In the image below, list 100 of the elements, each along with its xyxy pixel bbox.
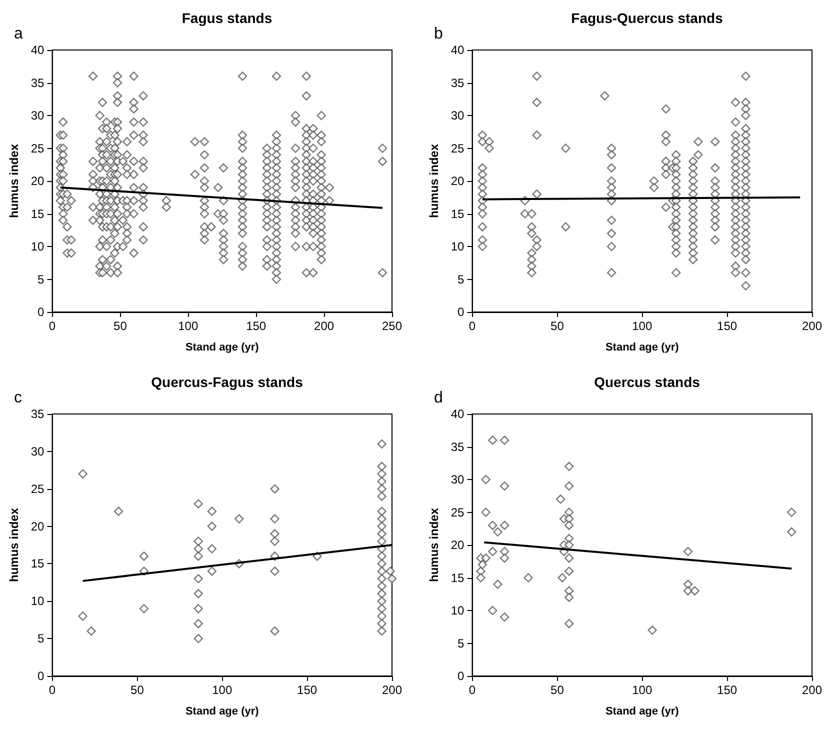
y-tick-label: 5 [458,272,465,286]
point [564,586,574,596]
point [78,612,88,621]
point [377,506,386,516]
y-tick-label: 5 [458,636,465,650]
point [377,612,386,621]
x-tick-label: 50 [130,683,144,697]
point [377,559,386,568]
y-tick-label: 10 [30,594,45,608]
point [377,589,386,598]
text: b [434,26,443,42]
point [194,499,203,508]
y-tick-label: 35 [30,407,45,421]
y-tick-label: 40 [450,407,465,421]
x-tick-label: 150 [246,319,266,333]
x-tick-label: 50 [550,319,564,333]
point [476,573,486,582]
x-tick-label: 100 [178,319,198,333]
point [481,474,490,484]
point [114,506,124,516]
point [377,522,386,531]
point [377,566,386,576]
x-tick-label: 0 [48,319,56,333]
y-tick-label: 10 [450,240,465,254]
point [207,544,217,554]
point [787,527,796,536]
x-tick-label: 200 [802,319,822,333]
point [488,520,498,530]
point [556,494,566,504]
point [648,626,657,635]
point [524,573,533,582]
point [488,606,498,616]
point [377,626,386,636]
chart-title: Quercus-Fagus stands [151,374,304,390]
y-tick-label: 35 [30,76,45,90]
y-tick-label: 30 [30,444,45,458]
y-tick-label: 0 [458,305,465,319]
point [377,462,386,471]
point [194,634,203,644]
point [377,492,386,501]
y-tick-label: 0 [38,305,45,319]
y-tick-label: 25 [30,482,45,496]
y-tick-label: 35 [450,440,465,454]
point [500,481,510,491]
y-tick-label: 30 [30,108,45,122]
text: d [434,390,443,406]
x-axis-title: Stand age (yr) [185,342,260,354]
point [500,520,510,530]
point [270,626,280,636]
y-tick-label: 10 [30,240,45,254]
y-tick-label: 20 [450,174,465,188]
y-tick-label: 15 [450,206,465,221]
point [690,586,700,596]
point [194,536,203,546]
x-axis-title: Stand age (yr) [605,706,680,718]
point [493,580,502,589]
y-tick-label: 15 [30,556,45,571]
y-tick-label: 20 [30,174,45,188]
point [683,586,693,596]
chart-title: Fagus stands [182,10,272,26]
text: c [14,390,22,406]
text: a [14,26,23,42]
point [86,626,96,636]
y-tick-label: 25 [450,141,465,156]
point [683,546,693,556]
x-tick-label: 0 [468,683,476,697]
point [377,596,386,606]
point [270,536,280,546]
point [564,520,574,530]
point [481,554,490,563]
point [270,529,280,538]
y-tick-label: 25 [30,141,45,156]
point [377,514,386,524]
point [558,573,567,582]
y-tick-label: 0 [38,669,45,683]
point [564,508,574,517]
point [194,574,203,584]
y-tick-label: 30 [450,472,465,486]
y-axis-title: humus index [7,508,21,582]
point [377,484,386,494]
y-tick-label: 25 [450,505,465,520]
point [270,566,280,576]
x-tick-label: 100 [632,683,652,697]
point [500,554,510,563]
point [377,476,386,486]
x-tick-label: 200 [382,683,402,697]
y-tick-label: 15 [450,570,465,585]
point [270,514,280,524]
y-tick-label: 35 [450,76,465,90]
x-axis-title: Stand age (yr) [185,706,260,718]
point [270,484,280,494]
y-tick-label: 40 [30,43,45,57]
point [194,552,203,561]
point [194,619,203,628]
point [564,566,574,576]
point [564,592,574,602]
point [207,522,217,531]
x-axis-title: Stand age (yr) [605,342,680,354]
x-tick-label: 50 [114,319,128,333]
point [377,529,386,538]
